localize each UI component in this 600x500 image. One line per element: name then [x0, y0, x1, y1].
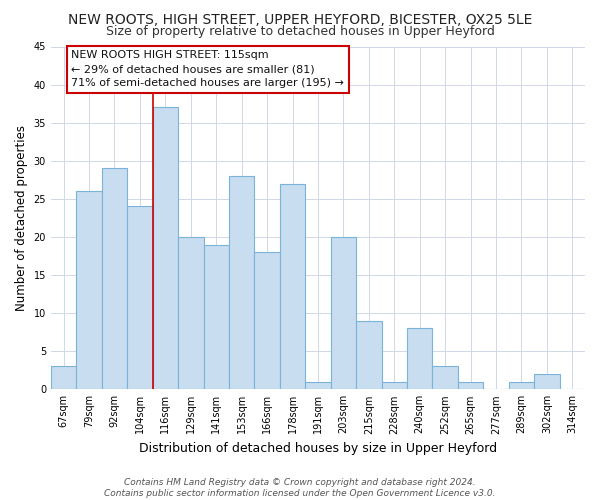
Bar	[178, 237, 203, 390]
Bar	[382, 382, 407, 390]
Bar	[534, 374, 560, 390]
Bar	[407, 328, 433, 390]
Text: Contains HM Land Registry data © Crown copyright and database right 2024.
Contai: Contains HM Land Registry data © Crown c…	[104, 478, 496, 498]
Bar	[331, 237, 356, 390]
Bar	[76, 191, 102, 390]
Y-axis label: Number of detached properties: Number of detached properties	[15, 125, 28, 311]
Bar	[229, 176, 254, 390]
Text: NEW ROOTS, HIGH STREET, UPPER HEYFORD, BICESTER, OX25 5LE: NEW ROOTS, HIGH STREET, UPPER HEYFORD, B…	[68, 12, 532, 26]
X-axis label: Distribution of detached houses by size in Upper Heyford: Distribution of detached houses by size …	[139, 442, 497, 455]
Bar	[280, 184, 305, 390]
Bar	[102, 168, 127, 390]
Bar	[51, 366, 76, 390]
Bar	[305, 382, 331, 390]
Bar	[127, 206, 152, 390]
Bar	[433, 366, 458, 390]
Bar	[458, 382, 483, 390]
Bar	[356, 320, 382, 390]
Bar	[509, 382, 534, 390]
Bar	[254, 252, 280, 390]
Bar	[152, 108, 178, 390]
Text: NEW ROOTS HIGH STREET: 115sqm
← 29% of detached houses are smaller (81)
71% of s: NEW ROOTS HIGH STREET: 115sqm ← 29% of d…	[71, 50, 344, 88]
Text: Size of property relative to detached houses in Upper Heyford: Size of property relative to detached ho…	[106, 25, 494, 38]
Bar	[203, 244, 229, 390]
